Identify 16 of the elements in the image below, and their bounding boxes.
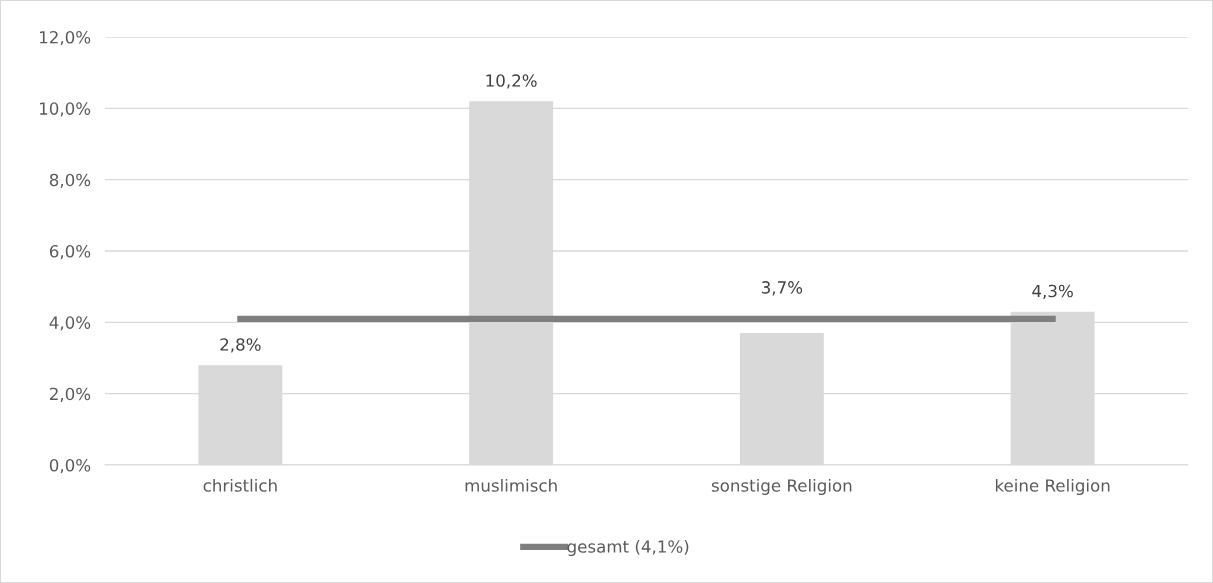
y-tick-label: 2,0%: [49, 387, 91, 402]
y-tick-label: 6,0%: [49, 244, 91, 260]
data-label: 2,8%: [220, 338, 261, 353]
y-tick-label: 4,0%: [49, 316, 91, 331]
x-tick-label: keine Religion: [995, 478, 1110, 496]
y-tick-label: 10,0%: [40, 102, 91, 117]
x-tick-label: sonstige Religion: [711, 478, 852, 496]
y-tick-label: 12,0%: [40, 30, 91, 46]
x-tick-label: muslimisch: [465, 478, 557, 492]
x-tick-label: christlich: [203, 478, 277, 492]
data-label: 4,3%: [1032, 284, 1073, 299]
y-tick-label: 0,0%: [49, 458, 91, 474]
data-label: 10,2%: [486, 74, 537, 89]
y-tick-label: 8,0%: [49, 173, 91, 188]
data-label: 3,7%: [761, 281, 803, 296]
legend-label: gesamt (4,1%): [567, 539, 689, 557]
